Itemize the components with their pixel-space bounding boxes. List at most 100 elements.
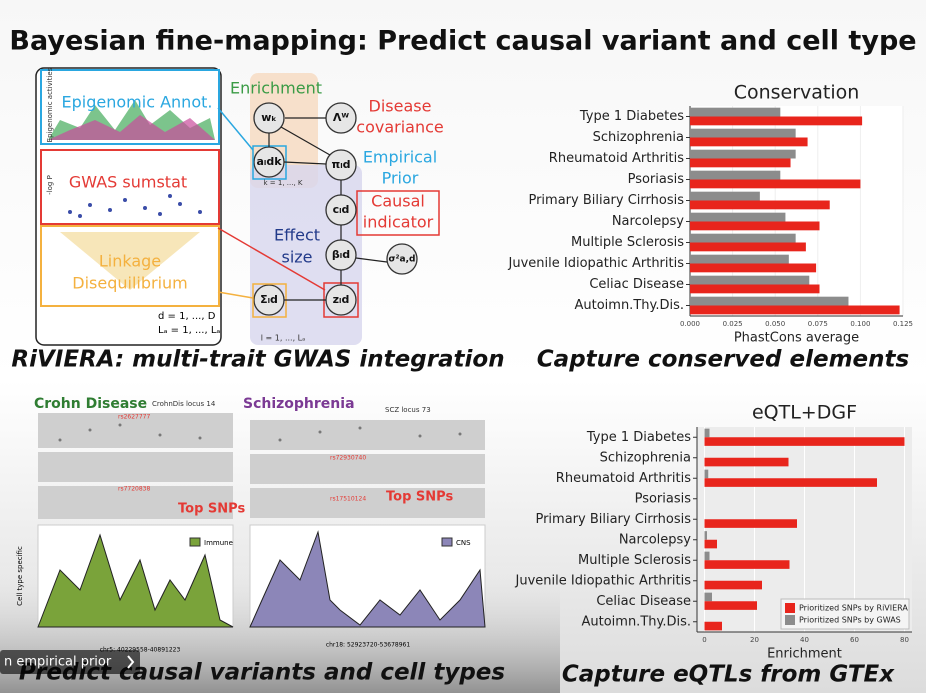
node-label: βₗd [332,248,350,261]
bar [690,254,789,264]
bar [704,601,757,610]
node-label: zₗd [333,293,350,306]
causal-box [356,190,440,236]
snp-label: rs2627777 [118,414,150,421]
y-tick-label: Rheumatoid Arthritis [549,151,684,166]
x-tick-label: 0.000 [680,320,700,328]
chart-title: Conservation [734,82,860,104]
bar [690,200,830,210]
y-tick-label: Celiac Disease [589,277,684,292]
bar [690,170,781,180]
y-tick-label: Narcolepsy [619,532,691,547]
label: Epigenomic Annot. [62,93,213,112]
axis-label: -log P [46,175,54,195]
epi-track [48,115,215,140]
bar [690,149,796,159]
legend-swatch [785,615,795,625]
y-tick-label: Multiple Sclerosis [571,235,684,250]
player-chip[interactable] [0,650,140,674]
label: Prior [382,169,419,188]
caption: Capture eQTLs from GTEx [562,662,895,688]
x-tick-label: 60 [850,636,859,644]
area [37,533,234,628]
bar [690,242,806,252]
gwas-box [40,149,220,225]
x-tick-label: 20 [750,636,759,644]
y-tick-label: Schizophrenia [600,450,691,465]
node-label: wₖ [261,111,277,124]
plate-label: k = 1, ..., K [264,179,303,187]
node-label: σ²a,d [389,255,416,265]
legend-label: Prioritized SNPs by RiVIERA [799,604,908,613]
bar [690,221,820,231]
x-tick-label: 0.025 [723,320,743,328]
y-tick-label: Type 1 Diabetes [586,430,691,445]
axis-label: Cell type specific [16,546,24,606]
node-label: πₗd [332,158,351,171]
bar [690,137,808,147]
x-tick-label: 80 [900,636,909,644]
track-bg [38,413,485,519]
bar [690,284,820,294]
bar [690,107,781,117]
label: covariance [356,118,443,137]
label: indicator [363,213,434,232]
label: Enrichment [230,79,322,98]
chevron [127,655,135,669]
y-tick-label: Rheumatoid Arthritis [556,471,691,486]
annotation: Top SNPs [386,490,453,505]
slide-title: Bayesian fine-mapping: Predict causal va… [9,26,916,57]
x-axis-label: PhastCons average [734,331,859,346]
x-tick-label: 0 [702,636,706,644]
arrows [268,117,388,301]
bar [704,478,877,487]
x-tick-label: 0.125 [893,320,913,328]
y-tick-label: Type 1 Diabetes [579,109,684,124]
panel-subtitle: SCZ locus 73 [385,406,431,414]
arrow [217,291,254,299]
y-tick-label: Primary Biliary Cirrhosis [535,512,691,527]
label: Disease [369,97,432,116]
bar [704,580,762,590]
bar [690,116,863,126]
locus-plots: Crohn Disease CrohnDis locus 14 Schizoph… [16,396,486,654]
legend-label: CNS [456,539,471,547]
bar [704,519,797,528]
legend-swatch [441,537,453,547]
gwas-dots [68,194,202,218]
plate-label: l = 1, ..., Lₐ [261,334,306,343]
panel-title: Crohn Disease [34,396,147,412]
y-tick-label: Juvenile Idiopathic Arthritis [508,256,685,271]
label: Disequilibrium [72,274,187,293]
chart-title: eQTL+DGF [752,402,857,424]
bar [690,305,900,315]
label: GWAS sumstat [69,173,187,192]
ld-triangle [60,232,200,290]
legend-swatch [785,603,795,613]
caption: Capture conserved elements [537,347,909,373]
bar [704,531,707,540]
player-chip-label[interactable]: n empirical prior [4,655,112,670]
legend-label: Prioritized SNPs by GWAS [799,616,901,625]
bar [690,128,796,138]
bar [704,457,789,467]
y-tick-label: Psoriasis [628,172,685,187]
x-tick-label: 0.100 [850,320,870,328]
arrow [217,227,326,291]
arrow [217,107,254,151]
legend-label: Immune [204,539,233,547]
x-axis-label: Enrichment [767,647,842,662]
legend-box [780,598,910,630]
bar [690,191,760,201]
label: Effect [274,226,320,245]
y-tick-label: Juvenile Idiopathic Arthritis [515,573,692,588]
legend-swatch [189,537,201,547]
index: Lₐ = 1, ..., Lₐ [158,325,220,336]
panel-title: Schizophrenia [243,396,355,412]
snp-label: rs17510124 [330,496,366,503]
axis-label: chr5: 40229558-40891223 [100,647,181,654]
y-tick-label: Autoimn.Thy.Dis. [581,614,691,629]
bar [704,437,905,446]
label: Causal [371,192,425,211]
